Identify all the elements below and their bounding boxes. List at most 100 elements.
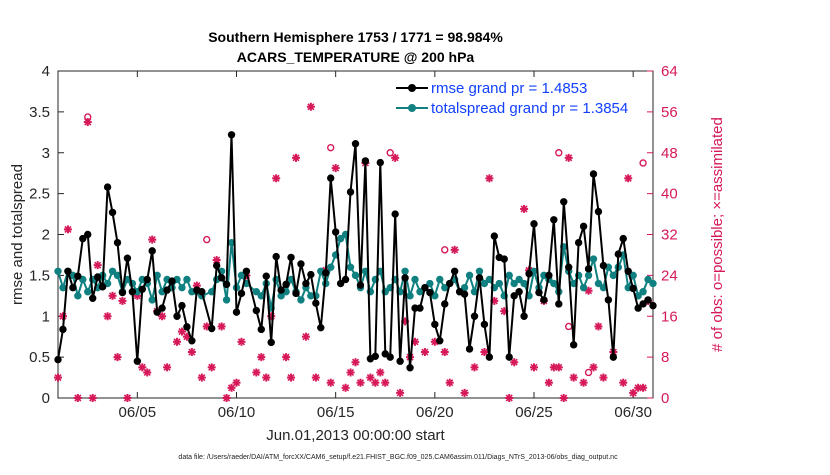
obs-assimilated-stroke xyxy=(163,363,171,371)
rmse-point xyxy=(465,345,474,353)
obs-assimilated-stroke xyxy=(545,379,553,387)
obs-possible-marker xyxy=(327,143,335,152)
rmse-point xyxy=(569,341,578,349)
obs-assimilated-stroke xyxy=(570,373,578,382)
rmse-point xyxy=(485,353,494,361)
obs-assimilated-marker xyxy=(624,174,633,183)
totalspread-point xyxy=(510,279,518,288)
obs-possible-marker xyxy=(386,149,394,157)
rmse-point xyxy=(108,208,117,217)
obs-assimilated-marker xyxy=(138,363,147,372)
obs-assimilated-stroke xyxy=(580,379,588,387)
totalspread-point xyxy=(351,271,360,280)
obs-assimilated-stroke xyxy=(461,389,469,397)
obs-assimilated-marker xyxy=(579,378,588,387)
obs-assimilated-stroke xyxy=(332,164,340,172)
rmse-point xyxy=(237,289,246,298)
y2-tick-label: 24 xyxy=(661,267,678,284)
obs-assimilated-marker xyxy=(356,378,365,387)
rmse-point xyxy=(421,283,429,292)
obs-assimilated-marker xyxy=(123,394,132,402)
obs-assimilated-marker xyxy=(594,322,603,331)
totalspread-point xyxy=(550,279,558,288)
obs-assimilated-stroke xyxy=(113,353,122,361)
rmse-point xyxy=(257,325,265,334)
obs-assimilated-stroke xyxy=(262,373,270,382)
obs-assimilated-marker xyxy=(480,348,489,357)
rmse-point xyxy=(227,131,236,139)
totalspread-point xyxy=(520,279,528,288)
rmse-point xyxy=(555,300,563,308)
rmse-point xyxy=(510,292,518,300)
obs-assimilated-marker xyxy=(376,368,385,377)
obs-assimilated-stroke xyxy=(505,394,513,402)
y-tick-label: 3.5 xyxy=(29,104,50,121)
obs-assimilated-stroke xyxy=(371,379,379,387)
rmse-point xyxy=(530,220,538,228)
obs-assimilated-marker xyxy=(485,174,494,183)
obs-assimilated-marker xyxy=(197,373,206,382)
rmse-point xyxy=(84,230,92,239)
obs-assimilated-stroke xyxy=(178,328,186,336)
rmse-point xyxy=(604,296,613,304)
obs-assimilated-stroke xyxy=(589,363,598,371)
rmse-point xyxy=(460,290,469,298)
obs-assimilated-stroke xyxy=(292,154,300,162)
totalspread-point xyxy=(426,279,434,288)
obs-assimilated-stroke xyxy=(123,394,131,402)
totalspread-point xyxy=(401,267,409,275)
obs-assimilated-marker xyxy=(237,337,246,346)
y-tick-label: 1.5 xyxy=(29,267,50,284)
obs-assimilated-stroke xyxy=(232,379,241,387)
obs-assimilated-marker xyxy=(311,373,320,382)
rmse-point xyxy=(371,352,380,361)
rmse-point xyxy=(520,312,528,320)
obs-assimilated-marker xyxy=(173,337,181,346)
obs-assimilated-marker xyxy=(306,102,315,111)
y-tick-label: 1 xyxy=(42,308,50,325)
obs-assimilated-marker xyxy=(103,312,112,321)
x-tick-label: 06/05 xyxy=(119,404,157,421)
obs-assimilated-marker xyxy=(331,164,340,173)
obs-assimilated-stroke xyxy=(213,256,221,264)
rmse-point xyxy=(123,254,132,262)
obs-assimilated-stroke xyxy=(560,394,568,402)
rmse-point xyxy=(574,238,583,247)
rmse-point xyxy=(262,272,270,280)
legend: rmse grand pr = 1.4853 totalspread grand… xyxy=(392,78,628,120)
obs-assimilated-stroke xyxy=(391,154,399,162)
obs-assimilated-marker xyxy=(440,348,449,357)
obs-assimilated-stroke xyxy=(188,348,196,356)
rmse-point xyxy=(148,247,156,255)
totalspread-point xyxy=(103,279,112,288)
legend-entry-rmse: rmse grand pr = 1.4853 xyxy=(431,80,587,97)
obs-assimilated-marker xyxy=(93,261,102,270)
obs-assimilated-stroke xyxy=(94,261,102,269)
legend-marker-rmse xyxy=(408,84,416,92)
rmse-point xyxy=(446,279,454,288)
totalspread-point xyxy=(336,234,345,243)
obs-assimilated-stroke xyxy=(480,348,488,356)
totalspread-point xyxy=(475,267,484,275)
obs-assimilated-stroke xyxy=(257,353,265,361)
rmse-point xyxy=(331,228,340,236)
rmse-point xyxy=(441,300,449,308)
obs-assimilated-marker xyxy=(232,378,241,387)
totalspread-point xyxy=(431,292,439,300)
rmse-point xyxy=(649,301,657,310)
y-tick-label: 2.5 xyxy=(29,186,50,203)
rmse-point xyxy=(594,207,603,216)
rmse-point xyxy=(589,170,598,178)
obs-assimilated-marker xyxy=(54,373,62,382)
obs-assimilated-marker xyxy=(73,394,82,402)
rmse-point xyxy=(118,288,127,297)
rmse-point xyxy=(386,353,394,361)
rmse-point xyxy=(208,324,216,333)
rmse-point xyxy=(54,355,62,364)
obs-assimilated-stroke xyxy=(594,322,603,331)
obs-assimilated-marker xyxy=(292,153,300,162)
totalspread-point xyxy=(644,275,652,284)
rmse-point xyxy=(74,272,82,280)
rmse-point xyxy=(103,183,112,191)
obs-assimilated-marker xyxy=(530,363,538,372)
